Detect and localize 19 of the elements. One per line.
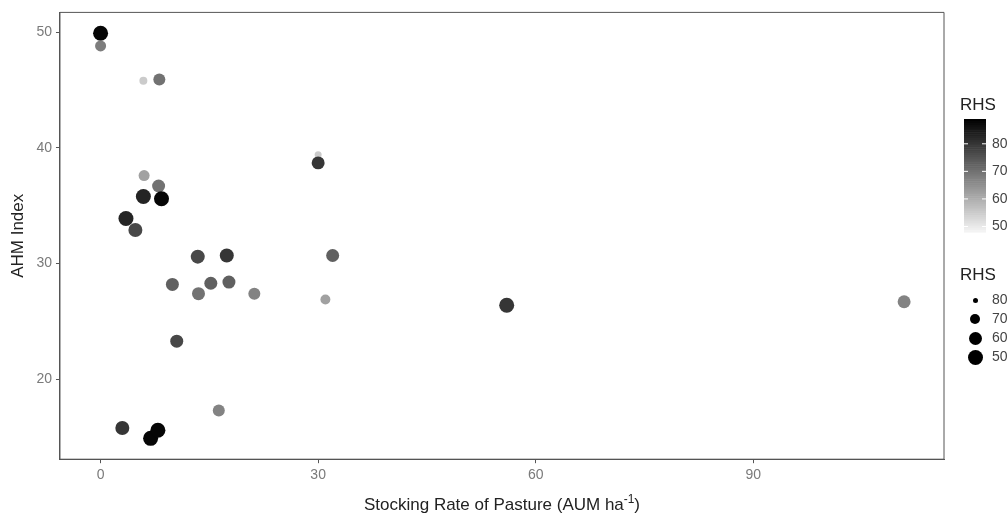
x-tick-label: 30 — [310, 466, 327, 483]
y-axis-title: AHM Index — [7, 193, 27, 278]
color-bar-label: 60 — [992, 189, 1008, 206]
color-bar-title: RHS — [960, 95, 996, 114]
text: 80 — [992, 290, 1008, 307]
x-tick-label: 60 — [527, 466, 544, 483]
x-tick-label: 90 — [745, 466, 762, 483]
y-tick-label: 20 — [36, 370, 53, 387]
y-tick-label: 50 — [36, 22, 53, 39]
color-bar-label: 80 — [992, 134, 1008, 151]
text: 60 — [992, 328, 1008, 345]
y-tick-label: 40 — [36, 138, 53, 155]
color-bar-label: 50 — [992, 217, 1008, 234]
color-bar-label: 70 — [992, 162, 1008, 179]
x-tick-label: 0 — [96, 466, 105, 483]
y-tick-label: 30 — [36, 254, 53, 271]
legend-title: RHS — [960, 265, 996, 284]
text: 50 — [992, 347, 1008, 364]
text: 70 — [992, 309, 1008, 326]
